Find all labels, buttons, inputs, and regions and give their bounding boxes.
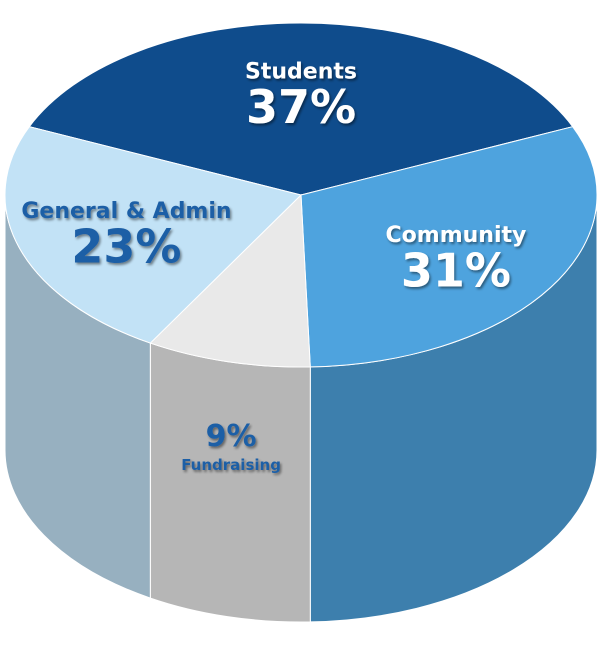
slice-value: 9% — [206, 419, 257, 454]
slice-name: Community — [386, 223, 527, 248]
slice-top — [4, 126, 302, 344]
slice-value: 31% — [401, 244, 511, 298]
slice-label: Fundraising 9% — [181, 419, 281, 474]
slice-side — [149, 342, 311, 623]
slice-name: Fundraising — [181, 456, 281, 474]
sides — [4, 194, 598, 623]
slice-top — [149, 193, 311, 368]
slice-value: 37% — [246, 80, 356, 134]
slice-top — [300, 126, 598, 368]
tops — [4, 22, 598, 368]
slice-name: Students — [245, 59, 357, 84]
slice-top — [28, 22, 574, 196]
slice-value: 23% — [71, 219, 181, 273]
slice-name: General & Admin — [21, 199, 231, 224]
